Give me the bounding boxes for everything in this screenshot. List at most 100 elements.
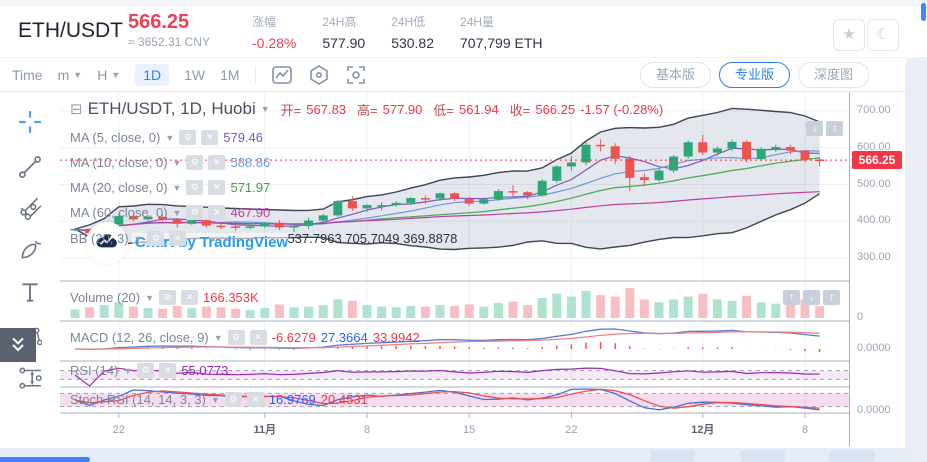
scrollbar-button[interactable] <box>740 450 785 462</box>
collapse-legend-icon[interactable]: ⊟ <box>70 101 83 118</box>
gear-icon[interactable]: ⚙ <box>179 130 197 145</box>
depth-view-button[interactable]: 深度图 <box>797 62 869 88</box>
stoch-k-value: 16.9769 <box>268 392 316 407</box>
close-icon[interactable]: ✕ <box>249 330 267 345</box>
high-label: 高= <box>357 102 378 118</box>
macd-legend-row: MACD (12, 26, close, 9) ▼ ⚙ ✕ -6.6279 27… <box>70 330 420 345</box>
stat-label: 涨幅 <box>252 15 277 29</box>
price-chart-canvas[interactable]: 22 11月 8 15 22 12月 8 <box>60 92 849 446</box>
stat-label: 24H低 <box>391 15 426 29</box>
favorite-button[interactable]: ★ <box>833 19 865 51</box>
close-value: 566.25 <box>535 101 576 117</box>
indicator-label: Stoch RSI (14, 14, 3, 3) <box>70 392 206 407</box>
drawing-toolbar <box>0 92 60 448</box>
header: ETH/USDT 566.25 ≈ 3652.31 CNY 涨幅 -0.28% … <box>0 7 927 57</box>
gear-icon[interactable]: ⚙ <box>137 363 155 378</box>
maximize-pane-button[interactable]: ↕ <box>823 290 840 305</box>
move-pane-up-button[interactable]: ↑ <box>783 290 800 305</box>
page-scrollbar[interactable] <box>921 3 926 21</box>
indicator-label: BB (20, 3) <box>70 231 129 246</box>
interval-1m-button[interactable]: 1M <box>220 67 240 83</box>
macd-signal-value: 27.3664 <box>320 330 368 345</box>
close-label: 收= <box>509 102 531 118</box>
chevron-down-icon[interactable]: ▼ <box>172 157 182 168</box>
close-icon[interactable]: ✕ <box>246 392 264 407</box>
chevron-down-icon[interactable]: ▼ <box>172 207 182 218</box>
change-value: -1.57 (-0.28%) <box>580 101 664 117</box>
interval-minutes-dropdown[interactable]: m ▼ <box>58 67 83 83</box>
chart-legend-title-row: ⊟ ETH/USDT, 1D, Huobi ▼ 开= 567.83 高= 577… <box>70 99 663 119</box>
pro-view-button[interactable]: 专业版 <box>718 62 790 88</box>
scrollbar-thumb[interactable] <box>0 457 90 462</box>
close-icon[interactable]: ✕ <box>208 205 226 220</box>
price-in-cny: ≈ 3652.31 CNY <box>128 35 210 49</box>
close-icon[interactable]: ✕ <box>201 130 219 145</box>
svg-text:8: 8 <box>802 424 808 436</box>
scrollbar-button[interactable] <box>830 450 875 462</box>
pitchfork-tool-icon[interactable] <box>18 196 42 220</box>
chevron-down-icon[interactable]: ▼ <box>133 233 143 244</box>
move-pane-down-button[interactable]: ↓ <box>803 290 820 305</box>
svg-text:11月: 11月 <box>253 423 276 436</box>
projection-tool-icon[interactable] <box>18 365 42 389</box>
basic-view-button[interactable]: 基本版 <box>639 62 711 88</box>
double-chevron-down-icon <box>12 337 24 352</box>
chart-style-icon[interactable] <box>271 64 293 86</box>
gear-icon[interactable]: ⚙ <box>224 392 242 407</box>
volume-legend-row: Volume (20) ▼ ⚙ ✕ 166.353K <box>70 290 259 305</box>
indicator-label: RSI (14) <box>70 363 119 378</box>
close-icon[interactable]: ✕ <box>208 180 226 195</box>
price-axis[interactable]: 700.00 600.00 500.00 400.00 300.00 0 0.0000 0.0… <box>849 92 906 446</box>
merge-pane-down-button[interactable]: ↓ <box>806 121 823 136</box>
chart-toolbar: Time m ▼ H ▼ 1D 1W 1M <box>0 57 905 92</box>
chevron-down-icon[interactable]: ▼ <box>213 332 223 343</box>
indicator-label: MA (5, close, 0) <box>70 130 161 145</box>
low-label: 低= <box>433 102 454 118</box>
close-icon[interactable]: ✕ <box>208 155 226 170</box>
maximize-pane-button[interactable]: ↕ <box>826 121 843 136</box>
brush-tool-icon[interactable] <box>18 238 42 262</box>
chevron-down-icon[interactable]: ▼ <box>145 292 155 303</box>
chevron-down-icon[interactable]: ▼ <box>123 365 133 376</box>
text-tool-icon[interactable] <box>18 280 42 304</box>
scrollbar-button[interactable] <box>650 450 695 462</box>
screenshot-icon[interactable] <box>345 64 367 86</box>
gear-icon[interactable]: ⚙ <box>186 155 204 170</box>
ma60-legend-row: MA (60, close, 0) ▼ ⚙ ✕ 467.90 <box>70 205 270 220</box>
chevron-down-icon[interactable]: ▼ <box>172 182 182 193</box>
chevron-down-icon[interactable]: ▼ <box>260 104 270 114</box>
close-icon[interactable]: ✕ <box>181 290 199 305</box>
stat-value: 530.82 <box>391 35 435 51</box>
price-axis-label: 600.00 <box>857 140 891 153</box>
stat-24h-volume: 24H量 707,799 ETH <box>460 13 543 51</box>
price-axis-label: 300.00 <box>857 251 891 263</box>
cloud-chart-icon <box>96 234 117 248</box>
stoch-rsi-legend-row: Stoch RSI (14, 14, 3, 3) ▼ ⚙ ✕ 16.9769 2… <box>70 392 368 407</box>
gear-icon[interactable]: ⚙ <box>186 180 204 195</box>
indicator-value: 467.90 <box>230 205 271 220</box>
interval-1d-button[interactable]: 1D <box>135 64 170 86</box>
interval-hours-dropdown[interactable]: H ▼ <box>97 67 120 83</box>
crosshair-tool-icon[interactable] <box>18 110 42 134</box>
svg-text:8: 8 <box>364 424 370 436</box>
gear-icon[interactable]: ⚙ <box>186 205 204 220</box>
indicator-label: MA (60, close, 0) <box>70 205 168 220</box>
chevron-down-icon[interactable]: ▼ <box>210 394 220 405</box>
close-icon[interactable]: ✕ <box>159 363 177 378</box>
indicator-settings-icon[interactable] <box>308 64 330 86</box>
trend-line-tool-icon[interactable] <box>18 155 42 179</box>
interval-1w-button[interactable]: 1W <box>184 67 206 83</box>
dark-mode-button[interactable]: ☾ <box>867 19 899 51</box>
chevron-down-icon[interactable]: ▼ <box>165 132 175 143</box>
tradingview-logo[interactable] <box>86 222 128 264</box>
stat-24h-high: 24H高 577.90 <box>322 13 365 51</box>
gear-icon[interactable]: ⚙ <box>147 231 165 246</box>
close-icon[interactable]: ✕ <box>169 231 187 246</box>
gear-icon[interactable]: ⚙ <box>227 330 245 345</box>
chevron-down-icon: ▼ <box>111 70 121 80</box>
ma20-legend-row: MA (20, close, 0) ▼ ⚙ ✕ 571.97 <box>70 180 270 195</box>
gear-icon[interactable]: ⚙ <box>159 290 177 305</box>
interval-time-label[interactable]: Time <box>12 67 43 83</box>
low-value: 561.94 <box>458 101 499 117</box>
collapse-toolbar-button[interactable] <box>0 328 36 362</box>
